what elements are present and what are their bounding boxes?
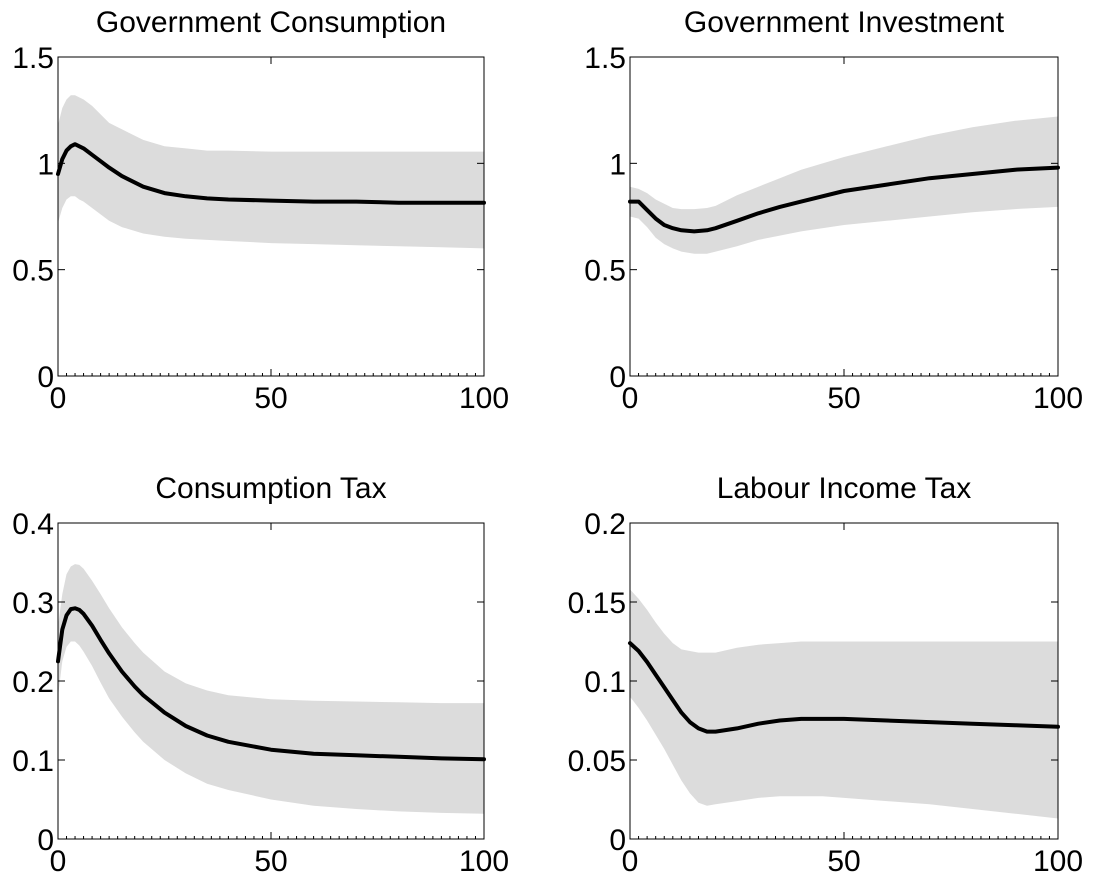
confidence-band <box>58 564 484 814</box>
y-tick-label: 0.2 <box>12 666 54 699</box>
y-tick-label: 1 <box>37 148 54 181</box>
chart-title: Government Investment <box>684 6 1005 39</box>
median-line <box>56 142 486 205</box>
x-tick-label: 0 <box>50 382 67 415</box>
chart-title: Consumption Tax <box>155 472 386 505</box>
y-tick-label: 0.2 <box>584 508 626 541</box>
median-line <box>628 165 1060 234</box>
x-tick-label: 50 <box>827 382 860 415</box>
x-tick-label: 50 <box>254 845 287 878</box>
y-tick-label: 0.4 <box>12 508 54 541</box>
median-line <box>628 641 1060 734</box>
confidence-band <box>58 95 484 249</box>
x-tick-label: 50 <box>827 845 860 878</box>
y-tick-label: 1.5 <box>584 42 626 75</box>
y-tick-label: 0.05 <box>568 745 626 778</box>
y-tick-label: 1 <box>609 148 626 181</box>
y-tick-label: 0.15 <box>568 587 626 620</box>
y-tick-label: 1.5 <box>12 42 54 75</box>
x-tick-label: 0 <box>622 845 639 878</box>
x-tick-label: 100 <box>1033 845 1083 878</box>
y-tick-label: 0 <box>609 824 626 857</box>
median-line <box>56 606 486 762</box>
chart-title: Labour Income Tax <box>717 472 972 505</box>
panel-1: 0 50 100 0 0.5 1 1.5 Government Consumption <box>12 6 509 415</box>
y-tick-label: 0 <box>37 361 54 394</box>
y-tick-label: 0.1 <box>12 745 54 778</box>
y-tick-label: 0.1 <box>584 666 626 699</box>
x-tick-label: 100 <box>1033 382 1083 415</box>
x-tick-label: 100 <box>459 382 509 415</box>
confidence-band <box>630 589 1058 819</box>
chart-title: Government Consumption <box>96 6 446 39</box>
y-tick-label: 0 <box>609 361 626 394</box>
y-tick-label: 0.5 <box>12 255 54 288</box>
panel-2: 0 50 100 0 0.5 1 1.5 Government Investment <box>584 6 1083 415</box>
panel-3: 0 50 100 0 0.1 0.2 0.3 0.4 Consumption Tax <box>12 472 509 878</box>
x-tick-label: 100 <box>459 845 509 878</box>
y-tick-label: 0.3 <box>12 587 54 620</box>
y-tick-label: 0.5 <box>584 255 626 288</box>
panel-4: 0 50 100 0 0.05 0.1 0.15 0.2 Labour Income Tax <box>568 472 1083 878</box>
y-tick-label: 0 <box>37 824 54 857</box>
x-tick-label: 0 <box>50 845 67 878</box>
x-tick-label: 0 <box>622 382 639 415</box>
x-tick-label: 50 <box>254 382 287 415</box>
